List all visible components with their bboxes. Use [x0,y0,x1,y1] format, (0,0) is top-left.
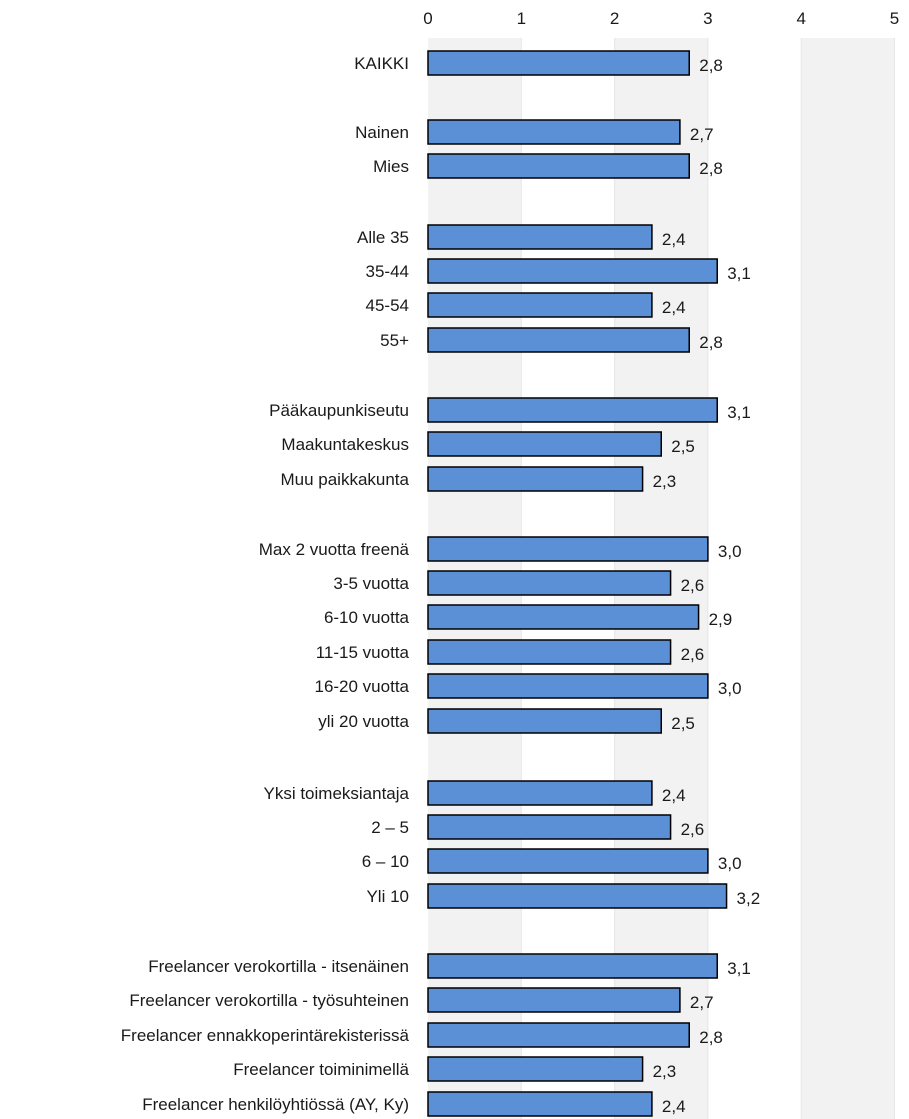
category-label: 16-20 vuotta [314,677,409,696]
category-label: Pääkaupunkiseutu [269,401,409,420]
bar [427,224,653,250]
bar [427,50,690,76]
data-label: 3,1 [727,264,751,283]
category-label: 55+ [380,331,409,350]
data-label: 3,1 [727,403,751,422]
x-axis-ticks: 0 1 2 3 4 5 [423,9,899,28]
data-label: 2,4 [662,786,686,805]
data-label: 2,4 [662,1097,686,1116]
data-label: 3,0 [718,679,742,698]
bar [427,397,718,423]
data-label: 2,3 [653,1062,677,1081]
data-label: 2,8 [699,333,723,352]
bar [427,292,653,318]
bar [427,814,672,840]
category-label: Yli 10 [366,887,409,906]
data-label: 2,8 [699,56,723,75]
background-band [707,38,802,1119]
data-label: 2,6 [681,576,705,595]
x-tick-label: 0 [423,9,432,28]
x-tick-label: 1 [517,9,526,28]
category-label: 11-15 vuotta [316,643,410,662]
category-label: Mies [373,157,409,176]
data-label: 3,1 [727,959,751,978]
category-label: 3-5 vuotta [333,574,409,593]
x-tick-label: 2 [610,9,619,28]
category-labels: KAIKKI Nainen Mies Alle 35 35-44 45-54 55+ Pääk… [121,54,410,1114]
category-label: Muu paikkakunta [280,470,409,489]
bar [427,431,662,457]
category-label: Alle 35 [357,228,409,247]
bar [427,153,690,179]
category-label: Nainen [355,123,409,142]
value-labels: 2,82,72,82,43,12,42,83,12,52,33,02,62,92… [653,56,761,1116]
category-label: Freelancer henkilöyhtiössä (AY, Ky) [142,1095,409,1114]
bar [427,883,728,909]
data-label: 2,5 [671,714,695,733]
bar [427,953,718,979]
category-label: 6-10 vuotta [324,608,410,627]
data-label: 2,7 [690,993,714,1012]
data-label: 3,0 [718,542,742,561]
bar [427,708,662,734]
data-label: 2,8 [699,159,723,178]
data-label: 3,2 [737,889,761,908]
bar [427,673,709,699]
bar [427,258,718,284]
category-label: yli 20 vuotta [318,712,409,731]
category-label: Freelancer verokortilla - työsuhteinen [129,991,409,1010]
bar [427,848,709,874]
bar [427,327,690,353]
bar [427,639,672,665]
background-band [801,38,895,1119]
category-label: Maakuntakeskus [281,435,409,454]
data-label: 2,6 [681,645,705,664]
category-label: 45-54 [366,296,409,315]
category-label: Freelancer verokortilla - itsenäinen [148,957,409,976]
data-label: 2,4 [662,230,686,249]
data-label: 2,6 [681,820,705,839]
data-label: 2,8 [699,1028,723,1047]
bar [427,1091,653,1117]
data-label: 3,0 [718,854,742,873]
bar [427,604,700,630]
category-label: Freelancer ennakkoperintärekisterissä [121,1026,410,1045]
bar [427,570,672,596]
x-tick-label: 3 [703,9,712,28]
data-label: 2,9 [709,610,733,629]
data-label: 2,5 [671,437,695,456]
data-label: 2,3 [653,472,677,491]
x-tick-label: 5 [890,9,899,28]
bars [427,50,728,1117]
bar [427,780,653,806]
data-label: 2,4 [662,298,686,317]
bar [427,1056,644,1082]
bar [427,536,709,562]
bar [427,466,644,492]
category-label: 6 – 10 [362,852,409,871]
x-tick-label: 4 [796,9,805,28]
bar [427,119,681,145]
bar [427,1022,690,1048]
data-label: 2,7 [690,125,714,144]
bar [427,987,681,1013]
category-label: Max 2 vuotta freenä [259,540,410,559]
category-label: Yksi toimeksiantaja [263,784,409,803]
category-label: 35-44 [366,262,409,281]
category-label: KAIKKI [354,54,409,73]
category-label: 2 – 5 [371,818,409,837]
category-label: Freelancer toiminimellä [233,1060,409,1079]
